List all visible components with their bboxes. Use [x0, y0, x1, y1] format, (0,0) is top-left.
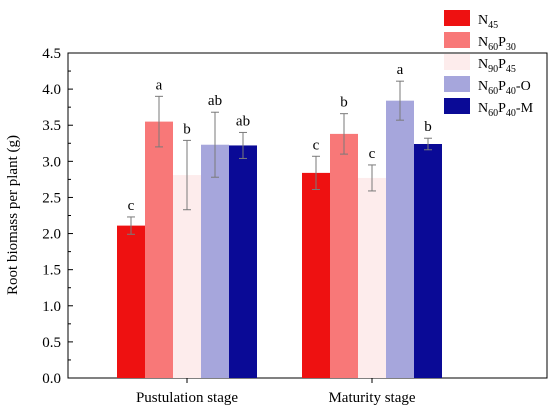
- bar: [117, 225, 145, 378]
- legend-text: -O: [516, 79, 531, 94]
- significance-letter: ab: [208, 93, 222, 109]
- bar: [145, 121, 173, 378]
- legend-text: P: [498, 79, 506, 94]
- y-tick-label: 1.5: [42, 263, 61, 279]
- legend-label: N60P30: [478, 35, 516, 53]
- legend-label: N90P45: [478, 57, 516, 75]
- significance-letter: b: [424, 119, 432, 135]
- legend-label: N60P40-M: [478, 101, 534, 119]
- legend-text: -M: [516, 101, 534, 116]
- y-tick-label: 2.0: [42, 227, 61, 243]
- y-tick-label: 0.0: [42, 371, 61, 387]
- y-tick-label: 4.5: [42, 46, 61, 62]
- bar: [358, 177, 386, 378]
- significance-letter: c: [128, 198, 135, 214]
- x-tick-label: Maturity stage: [328, 390, 415, 406]
- legend-label: N60P40-O: [478, 79, 531, 97]
- bar: [229, 145, 257, 378]
- significance-letter: b: [340, 95, 348, 111]
- y-axis: 0.0 0.5 1.0 1.5 2.0 2.5 3.0 3.5 4.0 4.5: [42, 46, 73, 387]
- significance-letter: a: [156, 77, 163, 93]
- bar: [386, 100, 414, 379]
- legend-swatch: [444, 32, 470, 48]
- y-tick-label: 0.5: [42, 335, 61, 351]
- y-tick-label: 1.0: [42, 299, 61, 315]
- legend-subscript: 30: [506, 42, 516, 53]
- y-tick-label: 3.5: [42, 118, 61, 134]
- legend-subscript: 40: [506, 86, 516, 97]
- legend-text: N: [478, 35, 488, 50]
- legend-subscript: 60: [488, 108, 498, 119]
- bar: [330, 133, 358, 378]
- legend-subscript: 45: [506, 64, 516, 75]
- significance-letter: c: [369, 146, 376, 162]
- legend-text: N: [478, 79, 488, 94]
- legend-subscript: 45: [488, 20, 498, 31]
- legend-text: N: [478, 57, 488, 72]
- legend-text: P: [498, 35, 506, 50]
- y-tick-label: 2.5: [42, 190, 61, 206]
- legend-subscript: 60: [488, 42, 498, 53]
- x-tick-label: Pustulation stage: [136, 390, 238, 406]
- legend-subscript: 60: [488, 86, 498, 97]
- legend-label: N45: [478, 13, 498, 31]
- legend-text: P: [498, 101, 506, 116]
- legend-text: N: [478, 13, 488, 28]
- bar: [201, 144, 229, 378]
- legend-text: P: [498, 57, 506, 72]
- significance-letter: ab: [236, 113, 250, 129]
- legend-swatch: [444, 10, 470, 26]
- legend-subscript: 40: [506, 108, 516, 119]
- legend-subscript: 90: [488, 64, 498, 75]
- bar: [414, 144, 442, 378]
- legend-swatch: [444, 98, 470, 114]
- significance-letter: a: [397, 62, 404, 78]
- y-axis-label: Root biomass per plant (g): [5, 135, 21, 295]
- y-tick-label: 4.0: [42, 82, 61, 98]
- significance-letter: c: [313, 137, 320, 153]
- x-axis: Pustulation stage Maturity stage: [136, 378, 416, 406]
- significance-letter: b: [183, 121, 191, 137]
- legend-swatch: [444, 54, 470, 70]
- legend-swatch: [444, 76, 470, 92]
- bar: [302, 172, 330, 378]
- legend-text: N: [478, 101, 488, 116]
- y-tick-label: 3.0: [42, 154, 61, 170]
